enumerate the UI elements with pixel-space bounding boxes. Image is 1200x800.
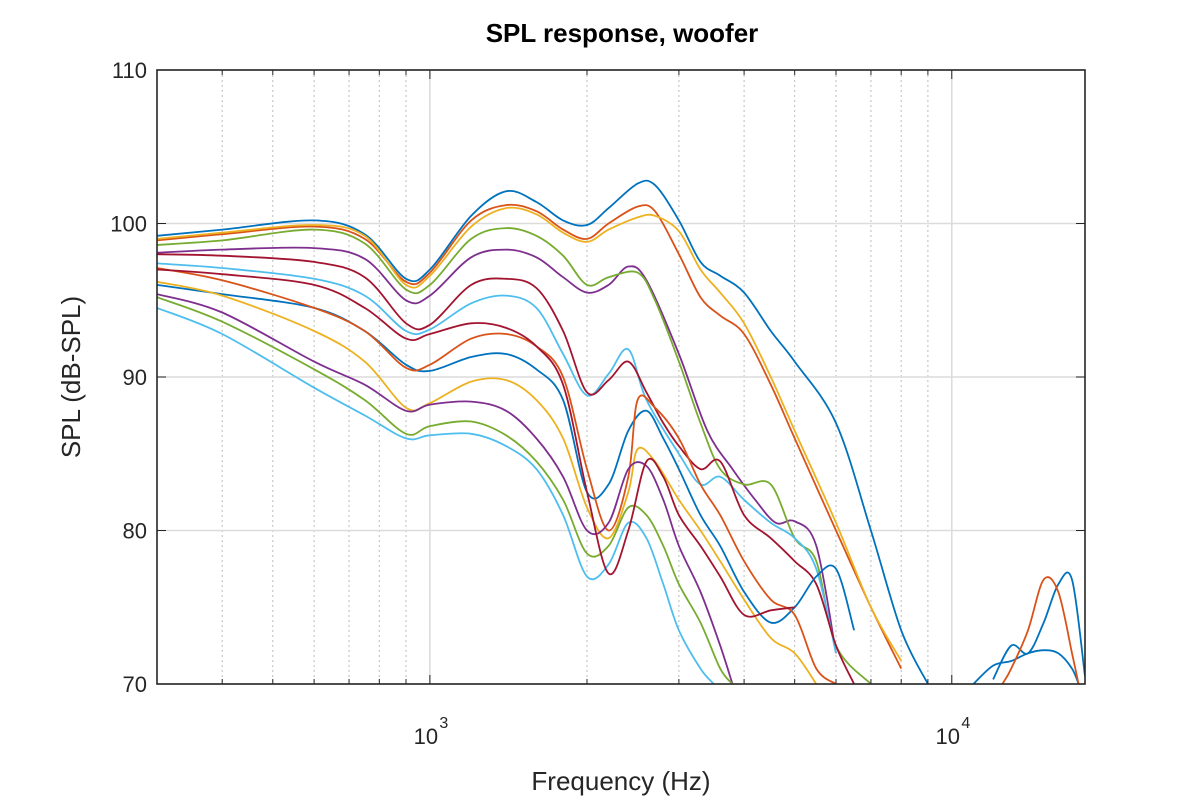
series-line (157, 293, 734, 684)
series-line (157, 246, 837, 654)
x-tick-exponent: 4 (961, 715, 970, 732)
series-line (157, 227, 872, 684)
y-tick-label: 110 (112, 58, 147, 83)
series-line (157, 268, 795, 618)
series-line (157, 296, 734, 684)
x-axis-label: Frequency (Hz) (531, 766, 710, 796)
series-line (1001, 576, 1080, 684)
series-group (157, 179, 1085, 684)
chart-title: SPL response, woofer (486, 18, 759, 48)
series-line (972, 649, 1080, 684)
y-tick-label: 90 (123, 365, 147, 390)
series-line (157, 206, 902, 662)
x-tick-exponent: 3 (439, 715, 448, 732)
y-tick-label: 70 (123, 672, 147, 697)
series-line (157, 253, 855, 684)
series-line (992, 571, 1085, 680)
series-layer (157, 179, 1085, 684)
y-axis-label: SPL (dB-SPL) (56, 296, 86, 458)
series-line (157, 179, 929, 684)
y-tick-label: 100 (110, 212, 147, 237)
series-line (157, 262, 837, 654)
series-line (157, 307, 715, 684)
x-tick-label: 10 (414, 724, 438, 749)
series-line (157, 284, 855, 631)
x-tick-label: 10 (936, 724, 960, 749)
y-tick-label: 80 (123, 519, 147, 544)
